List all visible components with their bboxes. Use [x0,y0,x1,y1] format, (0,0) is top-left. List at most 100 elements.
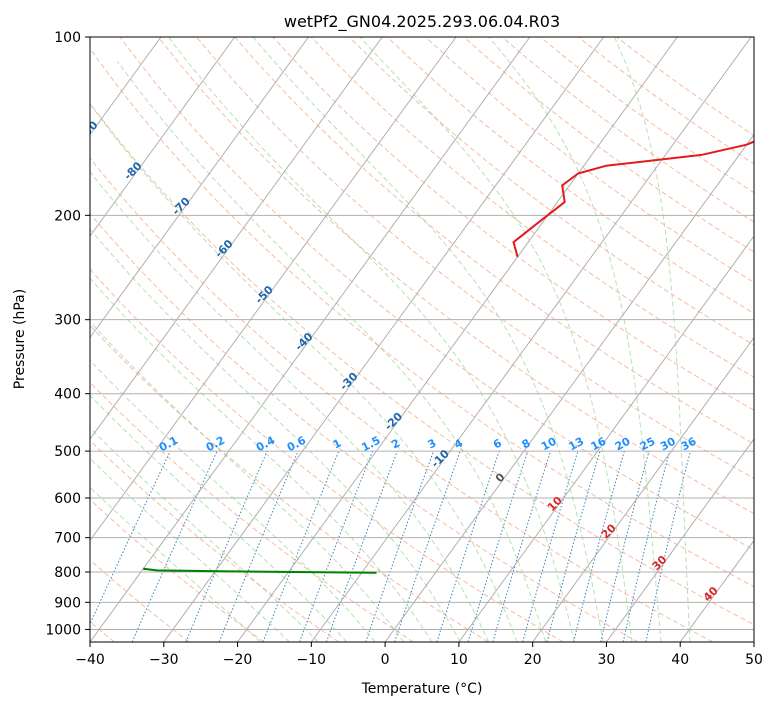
moist-adiabat [90,394,348,642]
mixing-ratio-line [467,450,529,642]
isotherm-label: -100 [24,83,53,112]
plot-area: -100-90-80-70-60-50-40-30-20-10010203040… [24,36,755,643]
isotherm-line [606,438,754,642]
dry-adiabat [119,37,754,551]
isotherm-line [163,37,605,642]
dry-adiabat [234,37,754,445]
profile-line [512,140,754,258]
mixing-ratio-line [299,450,374,642]
isotherm-line [90,37,309,339]
mixing-ratio-line [365,450,435,642]
isotherm-line [90,37,531,642]
dry-adiabat [90,47,754,588]
profile-series [143,140,754,574]
x-tick-label: −40 [75,652,105,668]
isotherm-line [90,37,383,440]
y-tick-label: 700 [54,531,81,547]
dry-adiabat [90,439,339,642]
y-tick-label: 500 [54,444,81,460]
isotherm-line [310,37,752,642]
mixing-ratio-label: 16 [589,435,609,454]
moist-adiabat [90,320,404,642]
moist-adiabat [168,37,575,642]
mixing-ratio-line [573,450,625,642]
profile-line [143,567,377,574]
moist-adiabat [117,61,547,642]
dry-adiabat [348,37,754,346]
mixing-ratio-label: 13 [566,435,586,454]
x-tick-label: 50 [745,652,763,668]
dry-adiabats [90,37,754,642]
y-tick-label: 800 [54,565,81,581]
isotherm-line [753,641,754,642]
mixing-ratio-line [522,450,579,642]
dry-adiabat [90,102,754,626]
mixing-ratio-line [622,450,671,642]
isotherm-line [90,37,457,542]
x-tick-label: −30 [149,652,179,668]
y-tick-label: 200 [54,208,81,224]
dry-adiabat [90,212,639,642]
isotherm-line [90,37,236,237]
y-tick-label: 600 [54,491,81,507]
moist-adiabat [613,37,691,642]
dry-adiabat [425,37,754,283]
mixing-ratio-label: 25 [638,435,658,454]
plot-background [90,37,754,642]
mixing-ratio-label: 20 [613,435,633,454]
x-tick-label: 30 [598,652,616,668]
y-tick-label: 400 [54,387,81,403]
y-tick-label: 1000 [45,622,81,638]
dry-adiabat [90,268,564,642]
mixing-ratio-line [218,450,299,642]
x-tick-label: 40 [671,652,689,668]
mixing-ratio-line [546,450,601,642]
x-tick-label: −20 [223,652,253,668]
isotherm-line [237,37,678,642]
moist-adiabat [90,103,518,642]
mixing-ratio-label: 10 [539,435,559,454]
mixing-ratio-label: 30 [658,435,678,454]
y-tick-label: 100 [54,30,81,46]
moist-adiabat [252,37,604,642]
y-axis: 100 200 300 400 500 600 700 800 900 1000 [45,30,90,638]
x-tick-label: −10 [297,652,327,668]
mixing-ratio-line [436,450,500,642]
pressure-gridlines [90,37,754,630]
mixing-ratio-line [262,450,340,642]
isotherm-label: -90 [77,118,100,141]
dry-adiabat [196,37,754,480]
x-tick-label: 20 [524,652,542,668]
moist-adiabat [359,37,633,642]
y-axis-label: Pressure (hPa) [12,289,28,389]
moist-adiabat [90,359,376,642]
moist-adiabat [90,228,461,642]
y-tick-label: 300 [54,313,81,329]
isotherm-line [532,336,754,642]
dry-adiabat [90,157,713,642]
mixing-ratio-line [90,450,171,626]
moist-adiabat [488,37,662,642]
moist-adiabat [90,457,290,642]
x-axis: −40 −30 −20 −10 0 10 20 30 40 50 [75,642,763,668]
plot-frame [89,36,755,643]
isotherm-line [384,133,754,642]
mixing-ratio-label: 36 [679,435,699,454]
x-tick-label: 0 [381,652,390,668]
dry-adiabat [90,559,190,642]
chart-title: wetPf2_GN04.2025.293.06.04.R03 [284,12,560,32]
mixing-ratio-line [325,450,398,642]
moist-adiabat [90,486,261,642]
moist-adiabat [90,277,433,642]
skewed-isotherms [90,37,754,642]
x-tick-label: 10 [450,652,468,668]
dry-adiabat [387,37,754,314]
x-axis-label: Temperature (°C) [361,681,483,697]
dry-adiabat [90,381,414,642]
isotherm-line [458,235,754,642]
mixing-ratio-line [645,450,691,642]
mixing-ratio-line [185,450,268,642]
y-tick-label: 900 [54,595,81,611]
moist-adiabat [90,427,319,642]
